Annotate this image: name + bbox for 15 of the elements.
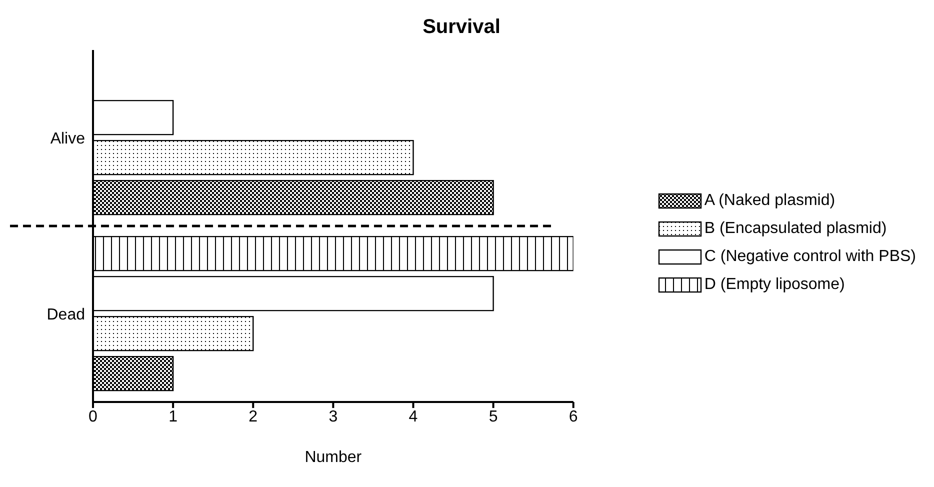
- x-tick-label: 3: [328, 408, 338, 426]
- x-tick-label: 1: [168, 408, 178, 426]
- chart-title: Survival: [422, 16, 502, 39]
- legend-label: D (Empty liposome): [704, 276, 845, 294]
- x-axis-title: Number: [304, 449, 362, 466]
- legend-label: B (Encapsulated plasmid): [704, 220, 887, 238]
- legend-label: C (Negative control with PBS): [704, 248, 916, 266]
- x-tick-label: 5: [488, 408, 498, 426]
- y-tick-label: Alive: [50, 130, 86, 148]
- legend-label: A (Naked plasmid): [704, 192, 836, 210]
- x-tick-label: 2: [248, 408, 258, 426]
- x-tick-label: 4: [408, 408, 418, 426]
- x-tick-label: 6: [568, 408, 578, 426]
- x-tick-label: 0: [88, 408, 98, 426]
- y-tick-label: Dead: [46, 306, 85, 324]
